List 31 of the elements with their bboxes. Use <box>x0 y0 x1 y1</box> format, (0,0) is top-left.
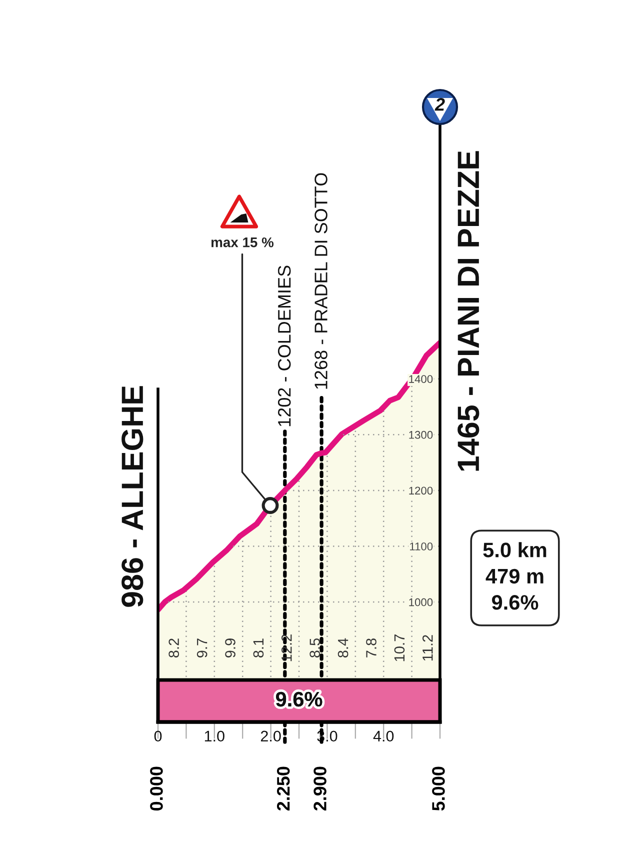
annotation: 8.2 <box>168 638 180 658</box>
y-tick-label: 1400 <box>409 375 433 383</box>
text: 1465 - PIANI DI PEZZE <box>458 151 480 471</box>
x-tick-label: 4.0 <box>373 730 394 742</box>
x-tick-label: 1.0 <box>204 730 224 742</box>
ref-line-label: 1268 - PRADEL DI SOTTO <box>314 173 328 389</box>
ref-line-label: 986 - ALLEGHE <box>122 386 144 607</box>
x2-tick-label: 5.000 <box>432 766 445 811</box>
annotation: 7.8 <box>366 638 376 658</box>
annotation: 8.4 <box>338 638 348 658</box>
y-tick-label: 1100 <box>410 542 433 550</box>
text: 5.0 km 479 m 9.6% <box>483 542 546 610</box>
annotation: 8.1 <box>253 638 264 658</box>
ref-line-label: 1202 - COLDEMIES <box>278 266 291 426</box>
y-tick-label: 1300 <box>409 430 433 439</box>
band-label: 9.6% <box>276 692 322 707</box>
annotation: 9.9 <box>225 638 236 658</box>
annotation: 9.7 <box>196 638 208 658</box>
y-tick-label: 1200 <box>409 486 433 495</box>
x2-tick-label: 2.900 <box>314 766 326 811</box>
x-tick-label: 0 <box>154 730 162 742</box>
x-tick-label: 2.0 <box>260 730 281 742</box>
annotation: 12.2 <box>281 634 292 662</box>
x2-tick-label: 0.000 <box>150 766 163 810</box>
x2-tick-label: 2.250 <box>276 766 290 811</box>
annotation: 10.7 <box>394 634 405 662</box>
annotation: 11.2 <box>422 635 433 661</box>
y-tick-label: 1000 <box>409 598 433 606</box>
annotation: max 15 % <box>211 237 274 248</box>
text: 2 <box>434 98 445 111</box>
annotation: 8.5 <box>310 638 320 658</box>
